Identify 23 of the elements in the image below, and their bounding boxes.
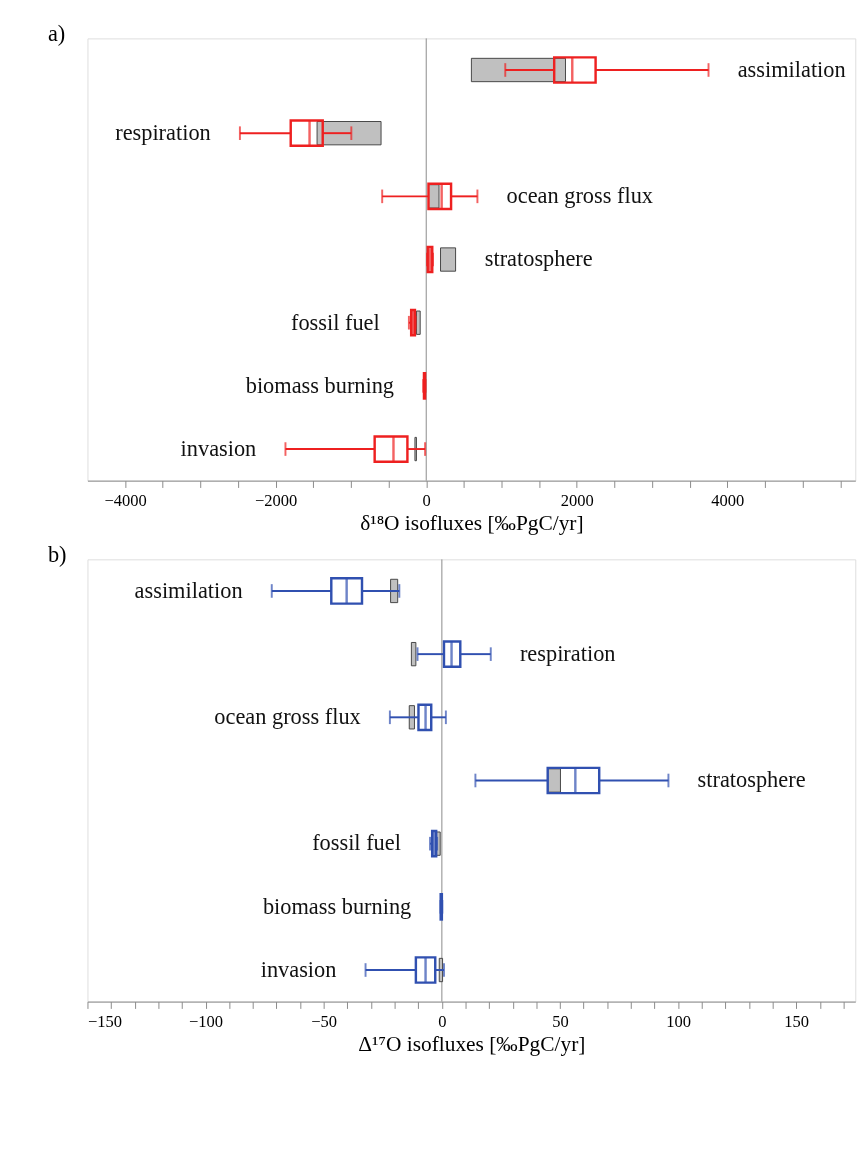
x-tick-label: −150	[87, 1012, 123, 1032]
x-tick-label: 4000	[711, 491, 745, 511]
x-tick-label: 100	[666, 1012, 691, 1032]
category-label: fossil fuel	[312, 830, 401, 856]
x-tick-label: −100	[189, 1012, 224, 1032]
x-axis-title: Δ¹⁷O isofluxes [‰PgC/yr]	[358, 1031, 586, 1056]
category-label: biomass burning	[262, 893, 412, 919]
x-tick-label: 50	[552, 1012, 569, 1032]
x-tick-label: −50	[311, 1012, 338, 1032]
x-tick-label: −4000	[104, 491, 147, 511]
x-tick-label: 0	[422, 491, 431, 511]
x-tick-label: 150	[784, 1012, 810, 1032]
category-label: ocean gross flux	[214, 704, 361, 730]
category-label: invasion	[260, 956, 337, 982]
category-label: respiration	[519, 640, 616, 666]
x-tick-label: 0	[438, 1012, 447, 1032]
x-tick-label: −2000	[254, 491, 298, 511]
x-tick-label: 2000	[560, 491, 594, 511]
text: b)	[47, 541, 67, 567]
x-axis-title: δ¹⁸O isofluxes [‰PgC/yr]	[360, 510, 584, 535]
category-label: assimilation	[134, 577, 243, 603]
text: a)	[47, 20, 66, 46]
category-label: stratosphere	[697, 767, 806, 793]
